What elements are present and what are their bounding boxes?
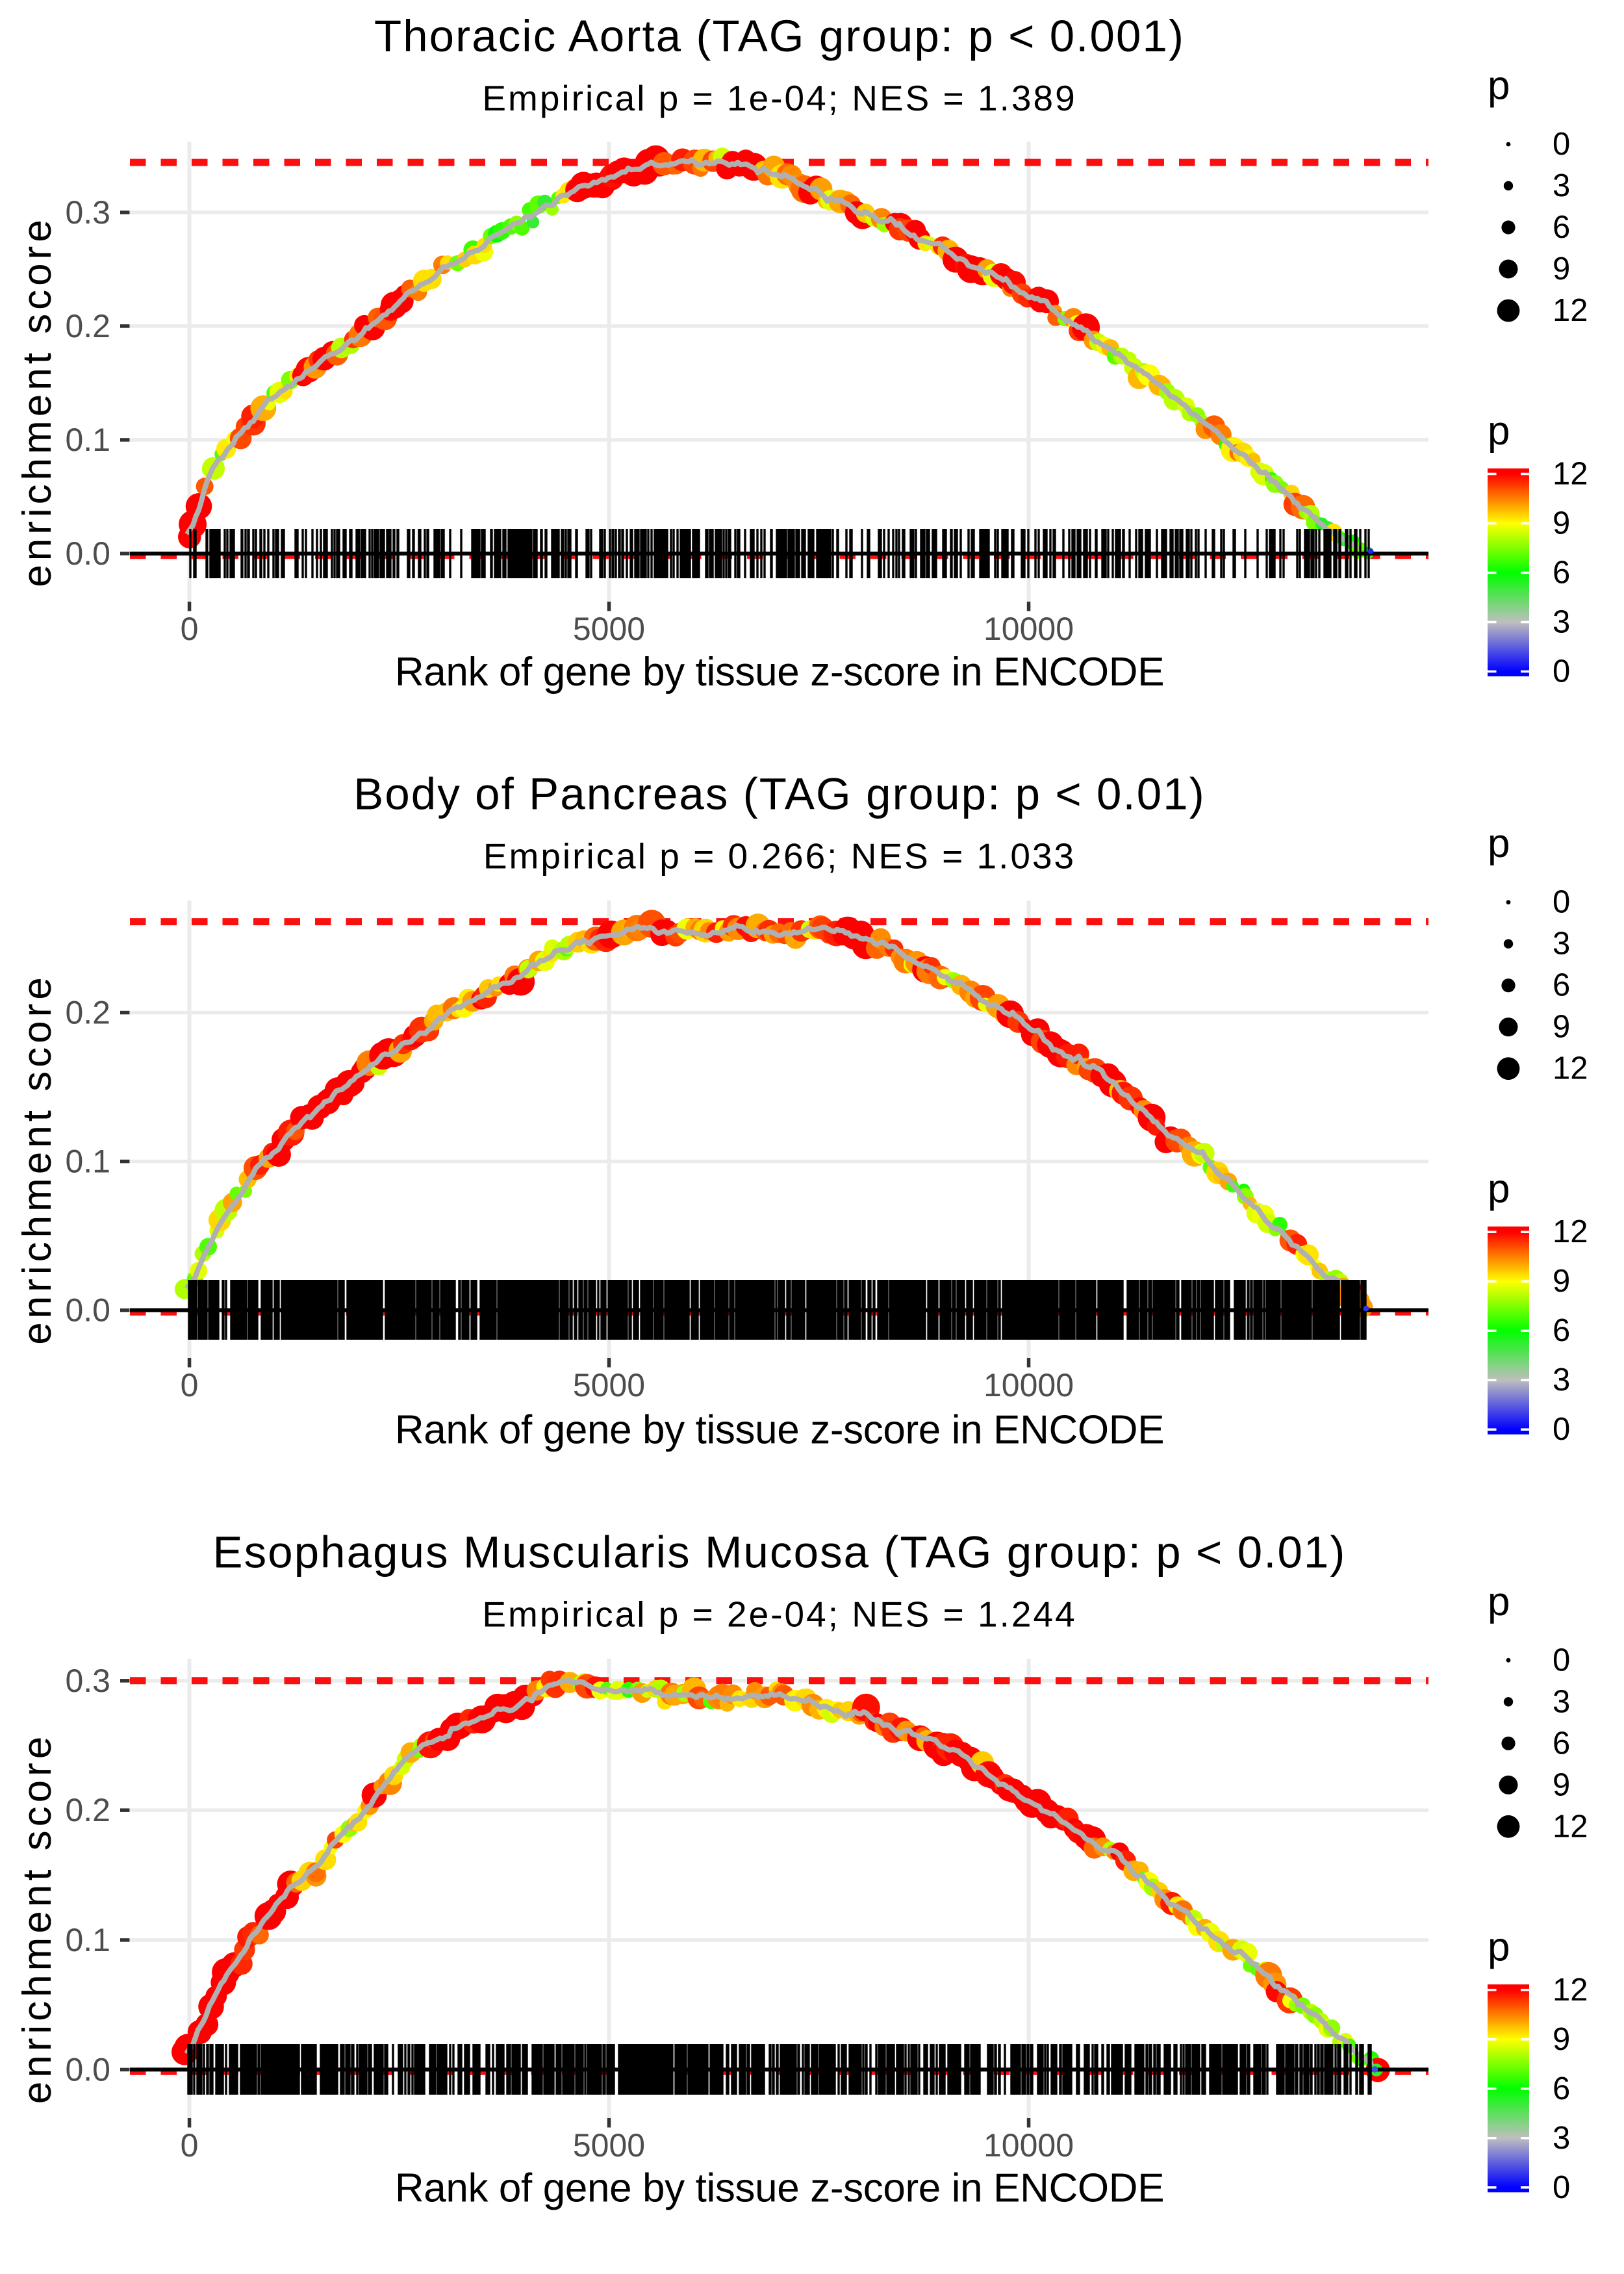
svg-text:12: 12 xyxy=(1553,1051,1588,1086)
svg-text:6: 6 xyxy=(1553,968,1570,1003)
svg-text:10000: 10000 xyxy=(983,1367,1074,1403)
svg-text:p: p xyxy=(1488,1579,1510,1624)
svg-text:0.1: 0.1 xyxy=(65,1143,110,1180)
svg-text:0: 0 xyxy=(1553,654,1570,689)
svg-text:3: 3 xyxy=(1553,2121,1570,2156)
svg-text:3: 3 xyxy=(1553,1684,1570,1719)
svg-text:9: 9 xyxy=(1553,2022,1570,2057)
svg-text:5000: 5000 xyxy=(573,2127,645,2164)
svg-text:0.0: 0.0 xyxy=(65,535,110,572)
svg-text:0: 0 xyxy=(181,1367,199,1403)
svg-text:12: 12 xyxy=(1553,1214,1588,1249)
svg-text:p: p xyxy=(1488,1924,1510,1969)
svg-text:enrichment score: enrichment score xyxy=(15,973,60,1345)
svg-text:0: 0 xyxy=(1553,1412,1570,1447)
svg-text:Body of Pancreas (TAG group: p: Body of Pancreas (TAG group: p < 0.01) xyxy=(353,769,1206,819)
svg-text:Empirical p = 1e-04; NES = 1.3: Empirical p = 1e-04; NES = 1.389 xyxy=(482,78,1076,118)
svg-text:0.1: 0.1 xyxy=(65,1922,110,1958)
svg-text:Thoracic Aorta (TAG group: p <: Thoracic Aorta (TAG group: p < 0.001) xyxy=(374,11,1185,61)
svg-text:9: 9 xyxy=(1553,251,1570,287)
svg-text:9: 9 xyxy=(1553,1010,1570,1045)
svg-text:p: p xyxy=(1488,821,1510,866)
svg-text:0: 0 xyxy=(1553,2170,1570,2205)
svg-text:3: 3 xyxy=(1553,605,1570,640)
svg-text:3: 3 xyxy=(1553,1362,1570,1398)
svg-text:5000: 5000 xyxy=(573,611,645,647)
svg-text:12: 12 xyxy=(1553,1809,1588,1844)
svg-text:9: 9 xyxy=(1553,1264,1570,1299)
svg-text:Rank of gene by tissue z-score: Rank of gene by tissue z-score in ENCODE xyxy=(395,650,1164,695)
svg-text:0.2: 0.2 xyxy=(65,995,110,1031)
svg-text:6: 6 xyxy=(1553,210,1570,245)
svg-text:Empirical p = 0.266; NES = 1.0: Empirical p = 0.266; NES = 1.033 xyxy=(483,836,1076,876)
svg-text:3: 3 xyxy=(1553,168,1570,203)
svg-text:6: 6 xyxy=(1553,1726,1570,1761)
svg-text:6: 6 xyxy=(1553,2071,1570,2106)
svg-text:3: 3 xyxy=(1553,926,1570,962)
svg-text:0.2: 0.2 xyxy=(65,1792,110,1828)
svg-text:enrichment score: enrichment score xyxy=(15,1733,60,2104)
svg-text:Rank of gene by tissue z-score: Rank of gene by tissue z-score in ENCODE xyxy=(395,1408,1164,1453)
svg-text:enrichment score: enrichment score xyxy=(15,216,60,587)
svg-text:10000: 10000 xyxy=(983,611,1074,647)
svg-text:6: 6 xyxy=(1553,556,1570,591)
svg-text:12: 12 xyxy=(1553,293,1588,328)
svg-text:9: 9 xyxy=(1553,506,1570,541)
svg-text:0.0: 0.0 xyxy=(65,2051,110,2088)
svg-text:p: p xyxy=(1488,409,1510,454)
svg-text:0: 0 xyxy=(1553,127,1570,162)
svg-text:0: 0 xyxy=(1553,885,1570,920)
svg-text:0.0: 0.0 xyxy=(65,1292,110,1329)
svg-text:9: 9 xyxy=(1553,1767,1570,1802)
svg-text:12: 12 xyxy=(1553,457,1588,492)
svg-text:Esophagus Muscularis Mucosa (T: Esophagus Muscularis Mucosa (TAG group: … xyxy=(213,1527,1347,1577)
svg-text:6: 6 xyxy=(1553,1313,1570,1348)
svg-text:Empirical p = 2e-04; NES = 1.2: Empirical p = 2e-04; NES = 1.244 xyxy=(482,1594,1076,1634)
svg-text:p: p xyxy=(1488,64,1510,109)
svg-text:0.2: 0.2 xyxy=(65,308,110,344)
svg-text:p: p xyxy=(1488,1167,1510,1212)
svg-text:0.1: 0.1 xyxy=(65,422,110,458)
svg-text:0.3: 0.3 xyxy=(65,194,110,231)
svg-text:0: 0 xyxy=(1553,1642,1570,1678)
svg-text:Rank of gene by tissue z-score: Rank of gene by tissue z-score in ENCODE xyxy=(395,2165,1164,2210)
svg-text:0: 0 xyxy=(181,2127,199,2164)
svg-text:0.3: 0.3 xyxy=(65,1663,110,1699)
svg-text:10000: 10000 xyxy=(983,2127,1074,2164)
svg-text:12: 12 xyxy=(1553,1973,1588,2008)
svg-text:0: 0 xyxy=(181,611,199,647)
svg-text:5000: 5000 xyxy=(573,1367,645,1403)
